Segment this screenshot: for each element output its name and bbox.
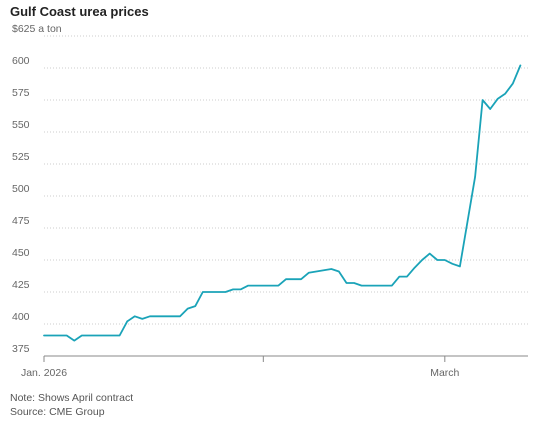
- y-tick-label: 425: [12, 279, 30, 291]
- source-text: Source: CME Group: [10, 406, 105, 418]
- x-tick-label: Jan. 2026: [21, 367, 67, 379]
- y-tick-label: 450: [12, 247, 30, 259]
- y-tick-label: 400: [12, 311, 30, 323]
- urea-price-chart: 375 400 425 450 475 500 525 550 575 600 $625 a ton…: [12, 23, 528, 379]
- y-tick-label: 575: [12, 87, 30, 99]
- chart-notes: Note: Shows April contract Source: CME G…: [10, 391, 133, 419]
- gridlines: [44, 35, 528, 357]
- y-tick-label: 375: [12, 343, 30, 355]
- y-tick-label: 550: [12, 119, 30, 131]
- y-tick-label: 475: [12, 215, 30, 227]
- y-tick-labels: 375 400 425 450 475 500 525 550 575 600 $625 a ton: [12, 23, 62, 355]
- x-tick-label: March: [430, 367, 459, 379]
- chart-title: Gulf Coast urea prices: [10, 4, 149, 19]
- y-tick-label: 600: [12, 55, 30, 67]
- x-axis: Jan. 2026 March: [21, 356, 460, 379]
- series-layer: [43, 64, 522, 342]
- y-tick-label: 500: [12, 183, 30, 195]
- y-tick-label: $625 a ton: [12, 23, 62, 35]
- price-series-line: [43, 64, 522, 342]
- note-text: Note: Shows April contract: [10, 392, 134, 404]
- y-tick-label: 525: [12, 151, 30, 163]
